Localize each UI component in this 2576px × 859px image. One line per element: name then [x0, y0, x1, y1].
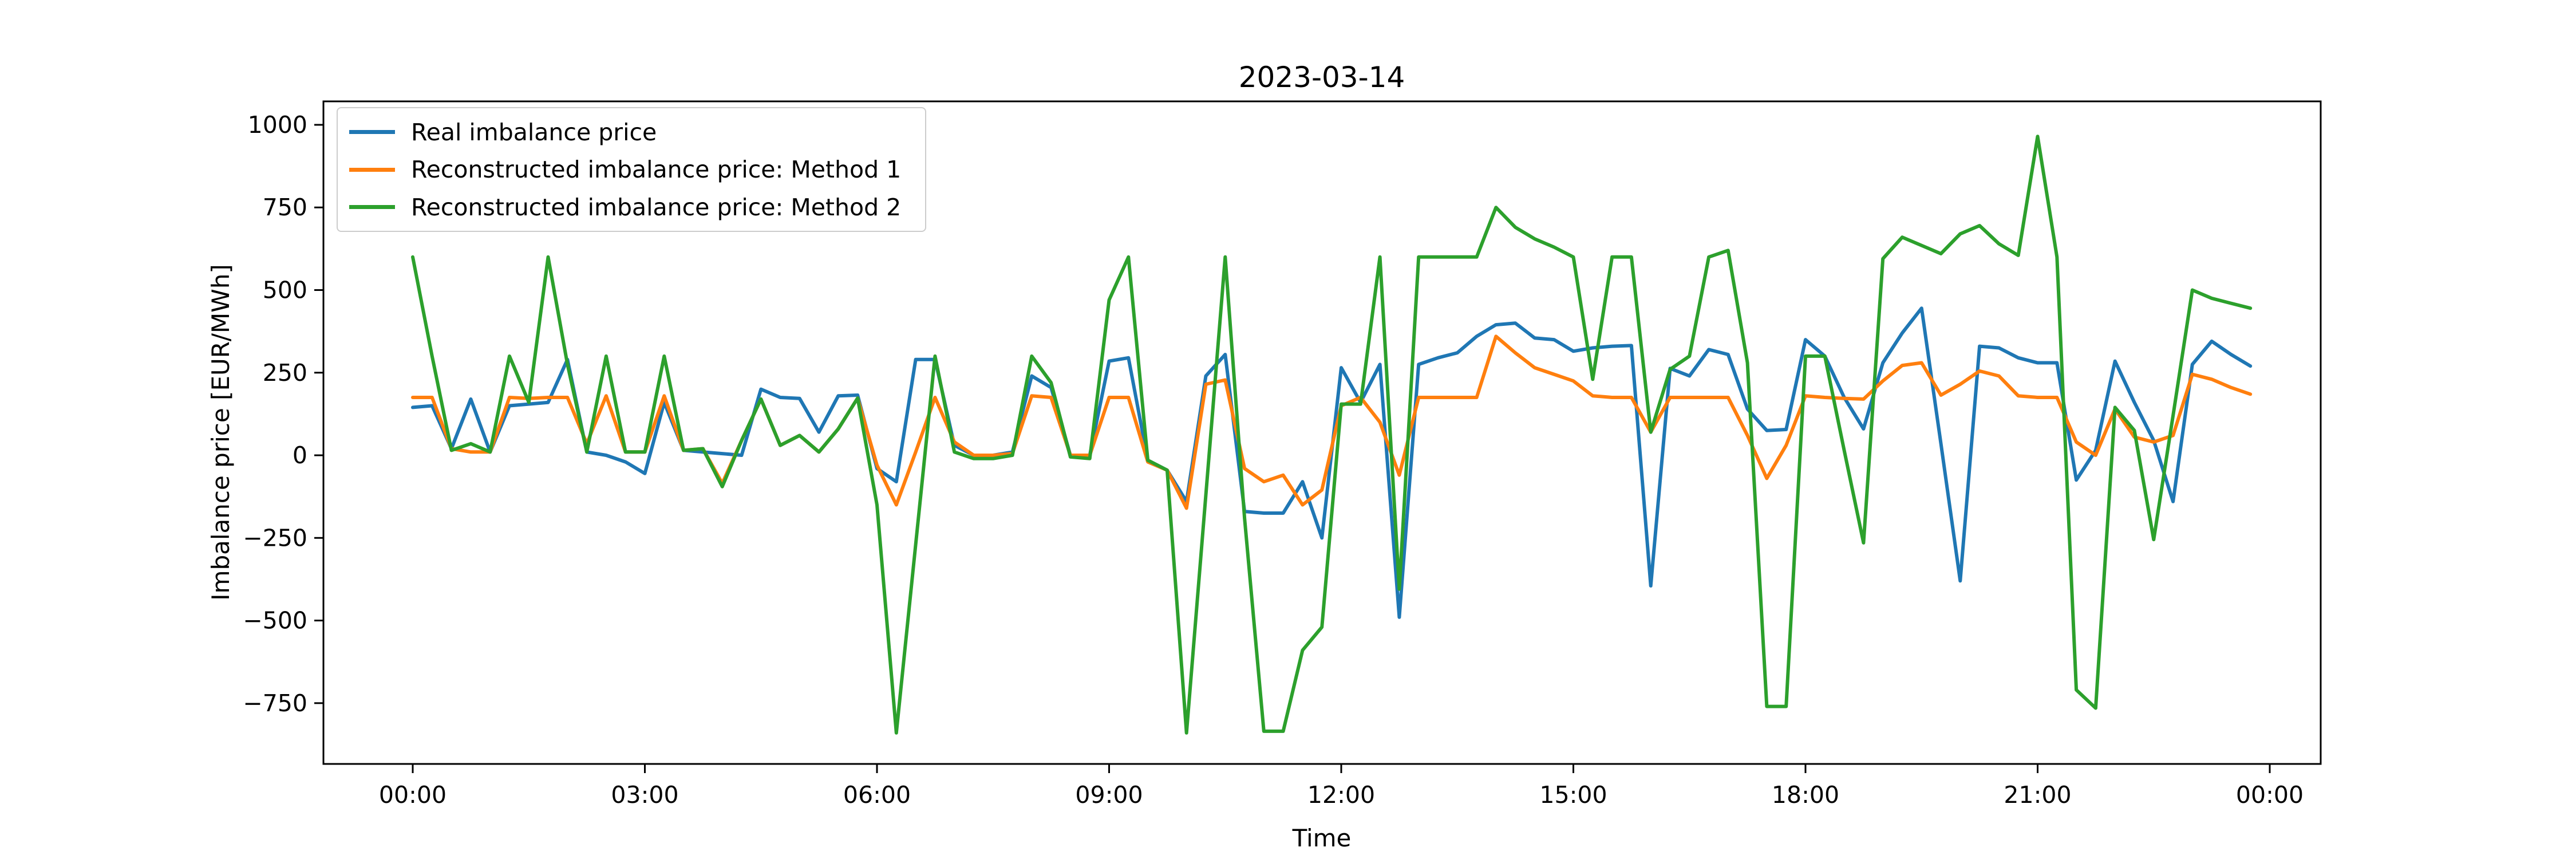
legend-label: Real imbalance price: [411, 118, 657, 146]
y-tick-label: 750: [263, 194, 307, 221]
series-lines: [411, 135, 2253, 735]
legend-line-swatch-orange: [349, 167, 395, 172]
x-axis-label: Time: [1292, 824, 1352, 852]
y-tick-label: 500: [263, 276, 307, 304]
x-tick-label: 15:00: [1539, 781, 1607, 809]
y-tick-label: 250: [263, 359, 307, 387]
y-tick-label: −250: [243, 524, 307, 551]
chart-title: 2023-03-14: [1239, 61, 1405, 94]
y-tick-label: 1000: [248, 111, 307, 139]
legend-item: Real imbalance price: [349, 114, 914, 151]
x-tick-label: 00:00: [379, 781, 447, 809]
y-tick-label: −750: [243, 689, 307, 717]
series-line-1: [411, 306, 2253, 619]
plot-frame: [322, 100, 2322, 765]
legend-item: Reconstructed imbalance price: Method 1: [349, 151, 914, 188]
y-axis-label: Imbalance price [EUR/MWh]: [207, 264, 235, 601]
x-tick-label: 00:00: [2236, 781, 2304, 809]
y-tick-label: −500: [243, 607, 307, 635]
x-tick-label: 06:00: [843, 781, 911, 809]
y-tick-label: 0: [293, 442, 307, 469]
x-tick-label: 09:00: [1075, 781, 1143, 809]
series-line-3: [411, 135, 2253, 735]
legend-item: Reconstructed imbalance price: Method 2: [349, 189, 914, 226]
x-tick-label: 12:00: [1307, 781, 1375, 809]
axis-ticks: 00:00 03:00 06:00 09:00 12:00 15:00 18:00 21:00…: [243, 111, 2304, 809]
legend-line-swatch-blue: [349, 130, 395, 134]
x-tick-label: 03:00: [611, 781, 678, 809]
legend-line-swatch-green: [349, 205, 395, 209]
legend: Real imbalance price Reconstructed imbal…: [337, 107, 926, 232]
legend-label: Reconstructed imbalance price: Method 1: [411, 156, 902, 183]
x-tick-label: 18:00: [1772, 781, 1839, 809]
x-tick-label: 21:00: [2004, 781, 2071, 809]
legend-label: Reconstructed imbalance price: Method 2: [411, 193, 902, 221]
